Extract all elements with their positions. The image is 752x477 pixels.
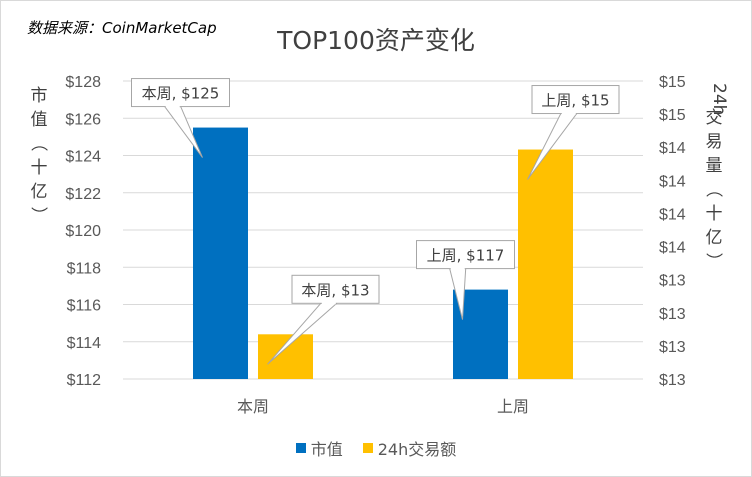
callout-joint — [561, 112, 576, 115]
callout-box — [131, 78, 230, 108]
bar — [258, 334, 313, 379]
left-axis-title: （ — [28, 135, 48, 152]
left-tick-label: $128 — [65, 74, 101, 91]
chart-title: TOP100资产变化 — [277, 26, 475, 55]
left-tick-label: $118 — [67, 260, 102, 277]
bar — [193, 127, 248, 379]
category-label: 上周 — [497, 397, 529, 416]
callout-box — [531, 85, 620, 115]
left-tick-label: $126 — [65, 111, 101, 128]
left-axis-title: 十 — [31, 158, 48, 178]
right-axis-title: （ — [703, 181, 723, 198]
right-tick-label: $14 — [659, 140, 686, 157]
left-tick-label: $124 — [65, 149, 101, 166]
right-tick-label: $13 — [659, 372, 686, 389]
right-tick-label: $15 — [659, 74, 686, 91]
left-tick-label: $122 — [65, 186, 101, 203]
legend-label-market-cap: 市值 — [310, 440, 343, 459]
right-axis-title: 量 — [706, 156, 723, 176]
right-axis-title-latin: 24h — [709, 83, 729, 115]
right-tick-label: $13 — [659, 306, 686, 323]
callout-box — [291, 274, 380, 304]
legend-swatch-market-cap — [295, 443, 306, 453]
left-axis-title: ） — [28, 207, 48, 224]
right-tick-label: $14 — [659, 240, 686, 257]
right-tick-label: $15 — [659, 107, 686, 124]
right-axis-title: ） — [703, 253, 723, 270]
legend: 市值 24h交易额 — [1, 436, 751, 460]
right-axis-title: 亿 — [706, 228, 723, 248]
data-label: 本周, $13 — [301, 281, 369, 299]
left-tick-label: $116 — [67, 298, 102, 315]
left-tick-label: $114 — [67, 335, 102, 352]
data-label: 本周, $125 — [142, 85, 220, 103]
callout-joint — [321, 302, 336, 305]
callout-joint — [450, 267, 465, 270]
left-tick-label: $112 — [67, 372, 102, 389]
legend-item-market-cap: 市值 — [295, 436, 343, 460]
right-tick-label: $13 — [659, 273, 686, 290]
legend-item-volume: 24h交易额 — [362, 436, 457, 460]
left-tick-label: $120 — [65, 223, 101, 240]
left-axis-title: 亿 — [31, 182, 48, 202]
legend-label-volume: 24h交易额 — [377, 440, 457, 459]
right-axis-title: 易 — [706, 132, 723, 152]
right-axis-title: 十 — [706, 204, 723, 224]
legend-swatch-volume — [362, 443, 373, 453]
right-tick-label: $14 — [659, 206, 686, 223]
left-axis-title: 值 — [31, 110, 48, 130]
right-tick-label: $13 — [659, 339, 686, 356]
data-label: 上周, $15 — [541, 92, 609, 110]
callout-joint — [165, 105, 180, 108]
data-label: 上周, $117 — [427, 247, 505, 265]
callout-box — [416, 240, 515, 270]
right-tick-label: $14 — [659, 173, 686, 190]
left-axis-title: 市 — [31, 86, 48, 106]
right-axis-title: 交 — [706, 108, 723, 128]
source-note: 数据来源：CoinMarketCap — [27, 19, 217, 37]
category-label: 本周 — [237, 397, 269, 416]
bar — [518, 149, 573, 379]
